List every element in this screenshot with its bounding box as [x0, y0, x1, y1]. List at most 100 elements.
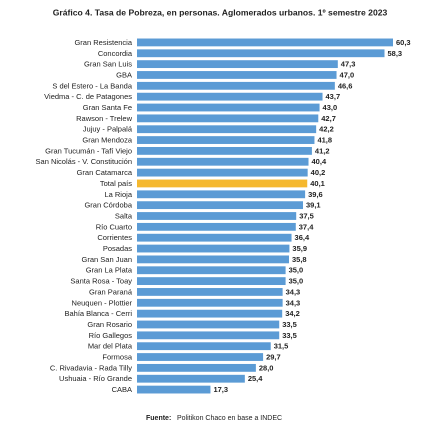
category-label: Gran Catamarca: [77, 168, 133, 177]
bar: [137, 288, 283, 296]
category-label: Gran Santa Fe: [83, 103, 132, 112]
bar: [137, 147, 312, 155]
category-label: Total país: [100, 179, 132, 188]
value-label: 40,1: [310, 179, 325, 188]
value-label: 37,4: [299, 222, 314, 231]
bar: [137, 374, 245, 383]
value-label: 33,5: [282, 331, 297, 340]
bar: [137, 81, 335, 90]
bar: [137, 385, 211, 394]
bar: [137, 136, 315, 144]
value-label: 25,4: [248, 374, 263, 383]
category-label: Gran Resistencia: [74, 38, 132, 47]
category-label: Gran San Luis: [84, 60, 132, 69]
category-label: Viedma - C. de Patagones: [44, 92, 132, 101]
bar: [137, 222, 296, 231]
chart-title: Gráfico 4. Tasa de Pobreza, en personas.…: [53, 7, 388, 17]
category-label: Gran Tucumán - Tafí Viejo: [45, 146, 132, 155]
category-label: Neuquen - Plottier: [72, 298, 133, 307]
category-label: S del Estero - La Banda: [52, 81, 132, 90]
value-label: 35,8: [292, 255, 307, 264]
value-label: 34,3: [286, 298, 301, 307]
value-label: 37,5: [299, 211, 314, 220]
category-label: San Nicolás - V. Constitución: [36, 157, 132, 166]
bar: [137, 71, 337, 79]
bar: [137, 49, 385, 58]
bar: [137, 60, 338, 69]
value-label: 34,3: [286, 287, 301, 296]
bar: [137, 320, 280, 329]
value-label: 60,3: [396, 38, 411, 47]
category-label: La Rioja: [104, 190, 132, 199]
bar: [137, 244, 290, 253]
category-label: Santa Rosa - Toay: [70, 277, 132, 286]
bar: [137, 353, 264, 361]
bar: [137, 168, 308, 177]
bar: [137, 342, 271, 351]
source: Politikon Chaco en base a INDEC: [177, 415, 282, 422]
value-label: 47,3: [341, 60, 356, 69]
category-label: Gran Córdoba: [84, 201, 132, 210]
value-label: 41,8: [317, 136, 332, 145]
bar: [137, 309, 283, 318]
category-label: Mar del Plata: [88, 342, 133, 351]
bar: [137, 179, 308, 188]
value-label: 29,7: [266, 353, 281, 362]
bar: [137, 255, 289, 264]
category-label: Gran Mendoza: [82, 136, 132, 145]
category-label: C. Rivadavia - Rada Tilly: [50, 363, 132, 372]
value-label: 43,7: [326, 92, 341, 101]
value-label: 33,5: [282, 320, 297, 329]
category-label: CABA: [112, 385, 132, 394]
bar: [137, 103, 320, 112]
value-label: 39,6: [308, 190, 323, 199]
value-label: 34,2: [285, 309, 300, 318]
category-label: Jujuy - Palpalá: [83, 125, 133, 134]
value-label: 35,0: [289, 266, 304, 275]
bar: [137, 363, 256, 372]
value-label: 40,4: [312, 157, 327, 166]
category-label: Bahía Blanca - Cerri: [64, 309, 132, 318]
category-label: Posadas: [103, 244, 132, 253]
category-label: Gran Paraná: [89, 287, 133, 296]
value-label: 46,6: [338, 81, 353, 90]
value-label: 35,0: [289, 277, 304, 286]
value-label: 58,3: [388, 49, 403, 58]
category-label: Río Gallegos: [89, 331, 133, 340]
bar: [137, 233, 292, 242]
category-label: Concordia: [98, 49, 133, 58]
category-label: GBA: [116, 70, 132, 79]
value-label: 28,0: [259, 363, 274, 372]
category-label: Ushuaia - Río Grande: [59, 374, 132, 383]
category-label: Gran La Plata: [86, 266, 133, 275]
value-label: 31,5: [274, 342, 289, 351]
bar: [137, 92, 323, 101]
bar: [137, 331, 280, 340]
category-label: Río Cuarto: [96, 222, 132, 231]
value-label: 43,0: [323, 103, 338, 112]
bar: [137, 125, 317, 134]
bar: [137, 201, 303, 210]
category-label: Corrientes: [97, 233, 132, 242]
bar: [137, 266, 286, 275]
value-label: 35,9: [292, 244, 307, 253]
value-label: 41,2: [315, 146, 330, 155]
value-label: 42,7: [321, 114, 336, 123]
category-label: Gran Rosario: [87, 320, 132, 329]
bar: [137, 38, 393, 47]
bar: [137, 212, 297, 220]
category-label: Salta: [115, 211, 133, 220]
bar: [137, 277, 286, 285]
bar: [137, 157, 309, 166]
category-label: Rawson - Trelew: [76, 114, 132, 123]
category-label: Gran San Juan: [82, 255, 132, 264]
bar: [137, 114, 319, 123]
value-label: 36,4: [295, 233, 310, 242]
bar: [137, 190, 306, 199]
value-label: 42,2: [319, 125, 334, 134]
source-label: Fuente:: [146, 415, 171, 422]
value-label: 17,3: [213, 385, 228, 394]
value-label: 39,1: [306, 201, 321, 210]
category-label: Formosa: [102, 353, 132, 362]
